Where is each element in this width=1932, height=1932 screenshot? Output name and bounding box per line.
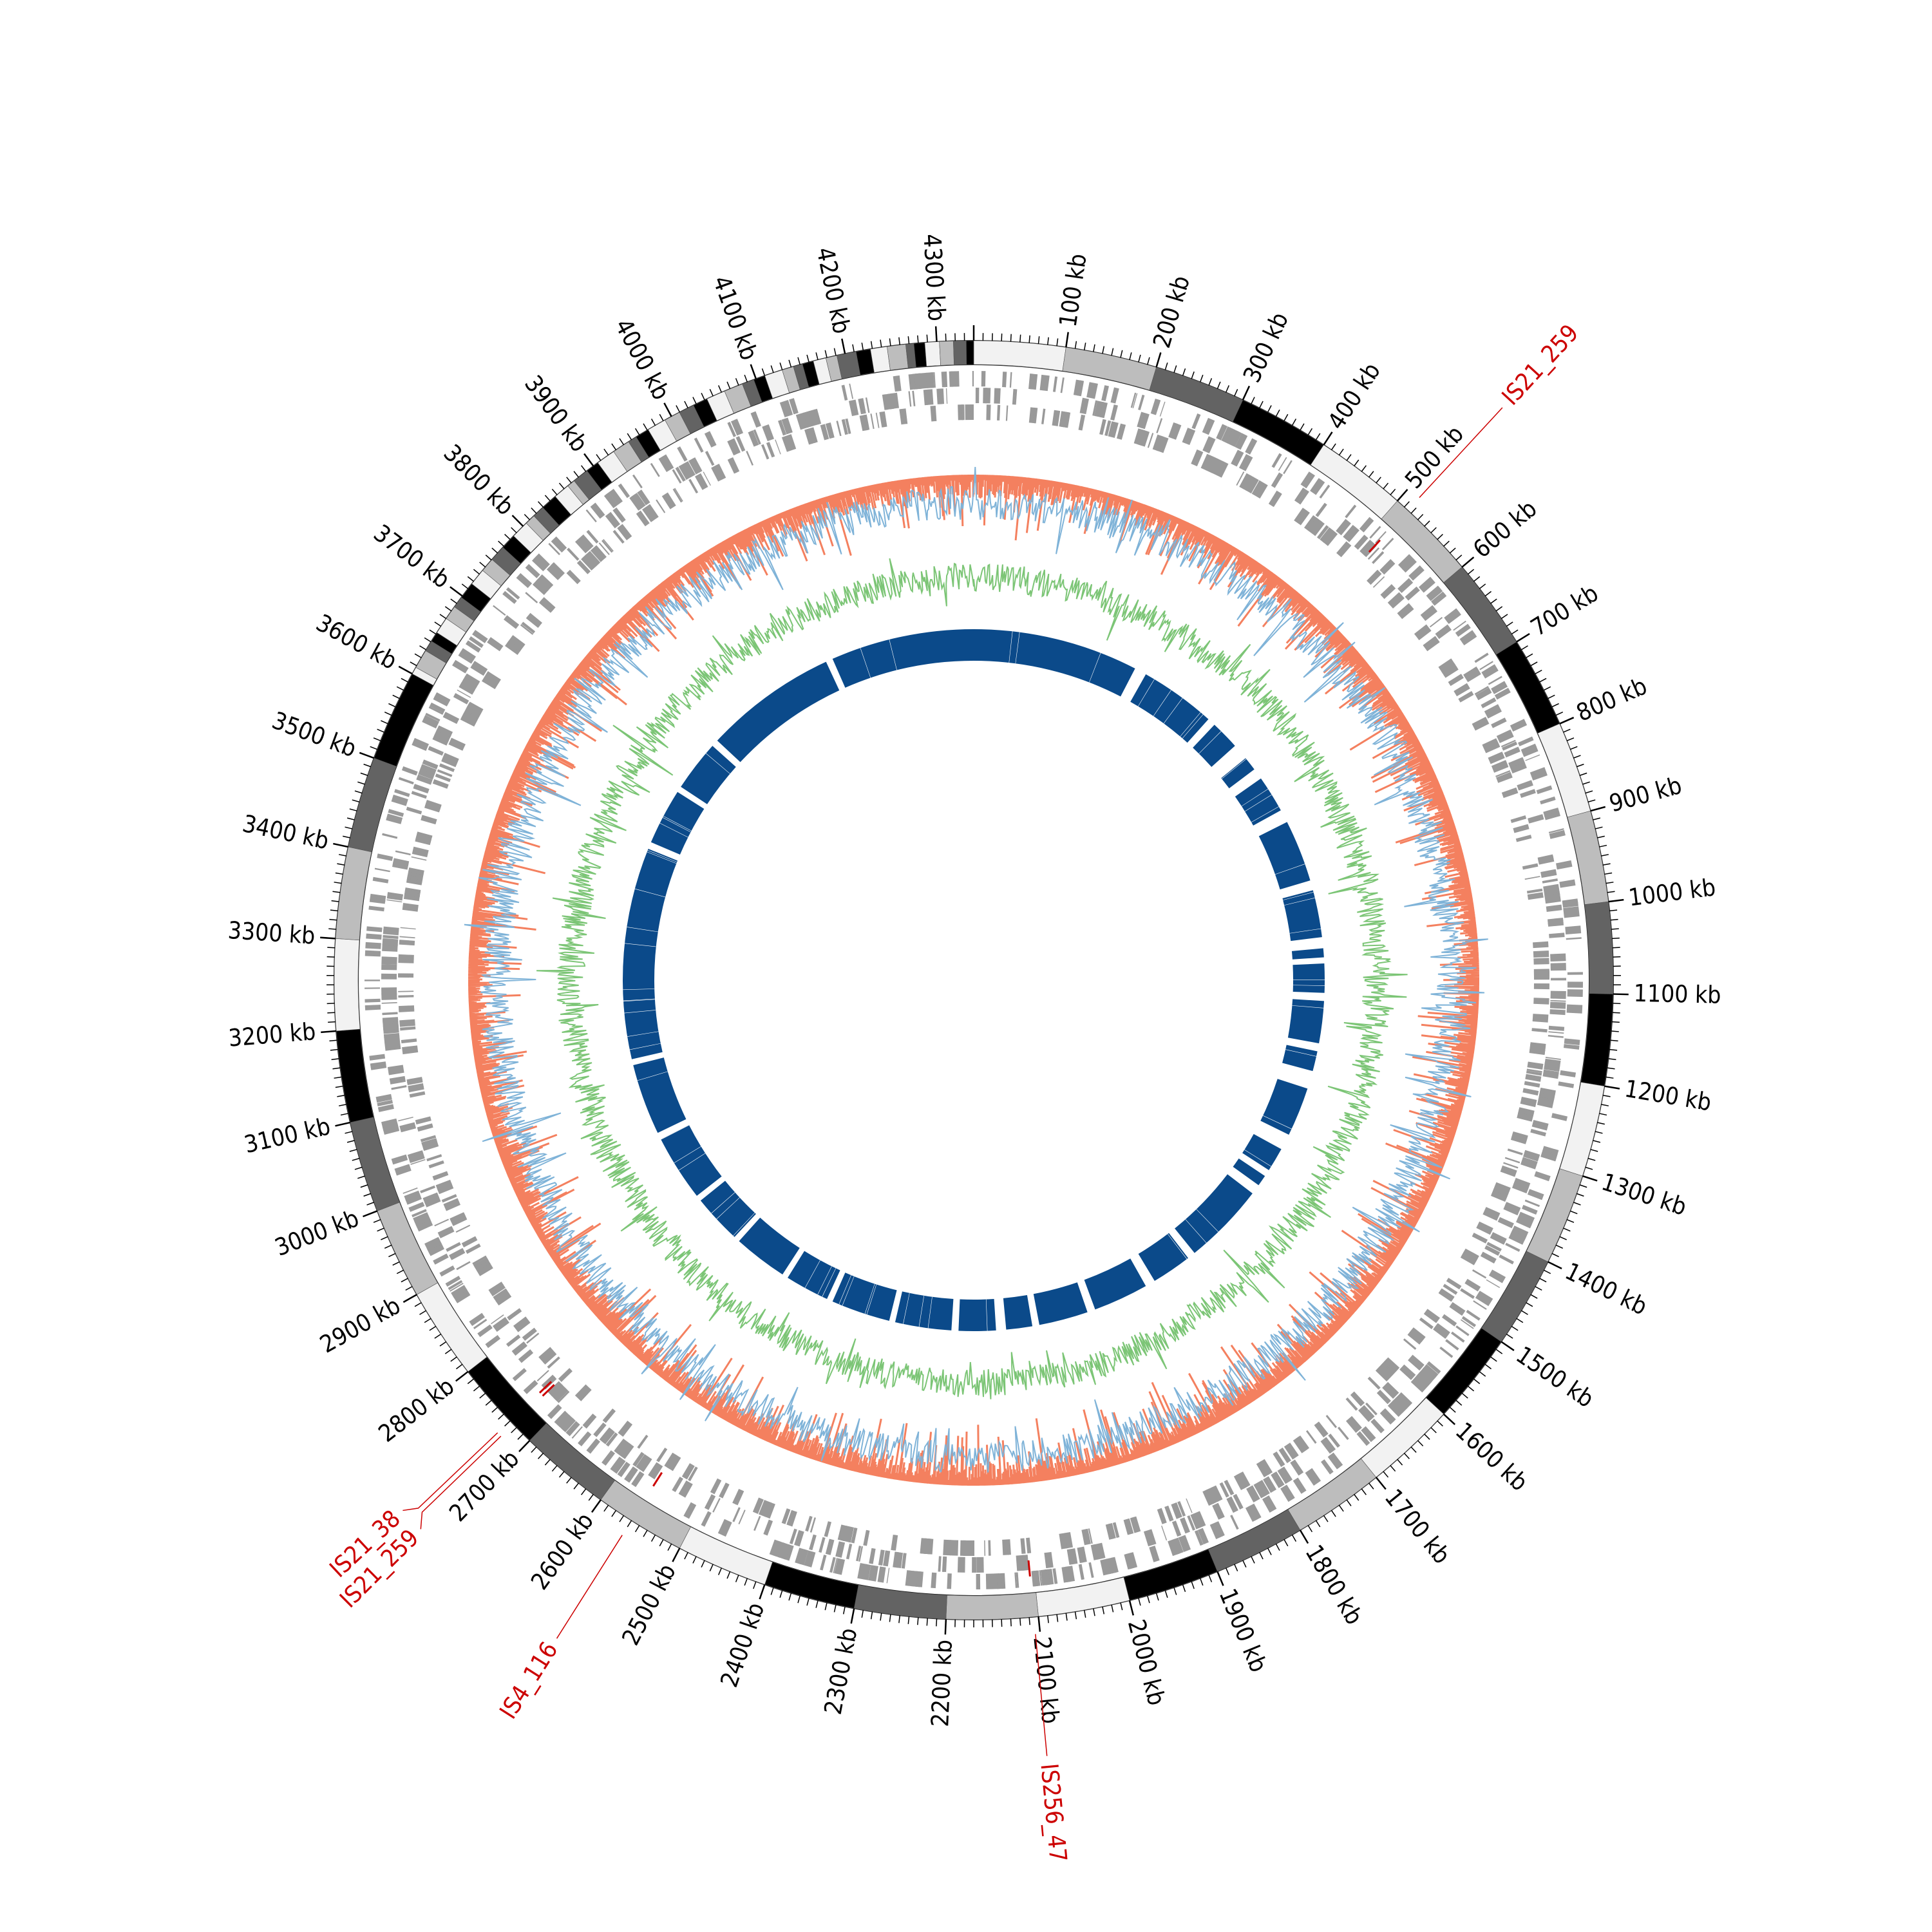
tick-label: 100 kb	[1054, 252, 1092, 329]
tick-label: 3000 kb	[271, 1204, 363, 1262]
ideogram-band	[1149, 366, 1244, 422]
feature-track	[365, 371, 1583, 1589]
tick-label: 2900 kb	[316, 1291, 405, 1358]
tick-label: 800 kb	[1573, 672, 1651, 727]
tick-label: 400 kb	[1322, 357, 1386, 434]
tick-label: 3400 kb	[240, 810, 332, 855]
ideogram-ring	[334, 340, 1614, 1620]
tick-label: 1500 kb	[1511, 1341, 1598, 1413]
tick-label: 4000 kb	[609, 314, 675, 404]
tick-label: 600 kb	[1468, 495, 1542, 564]
tick-marks	[320, 325, 1629, 1635]
tick-label: 2400 kb	[715, 1599, 770, 1690]
tick-label: 3800 kb	[438, 439, 519, 521]
green-line-track	[536, 558, 1408, 1399]
tick-label: 1000 kb	[1627, 873, 1717, 911]
tick-label: 4200 kb	[811, 245, 855, 336]
is-element-label: IS256_47	[1035, 1762, 1072, 1863]
ideogram-band	[468, 1356, 547, 1441]
blue-line-track	[464, 466, 1488, 1473]
tick-label: 3600 kb	[312, 609, 402, 675]
tick-label: 3500 kb	[269, 706, 360, 762]
tick-label: 4300 kb	[918, 233, 951, 322]
tick-label: 500 kb	[1399, 421, 1469, 494]
ideogram-band	[348, 757, 397, 853]
ideogram-band	[1123, 1549, 1218, 1601]
ideogram-band	[336, 1028, 374, 1123]
tick-label: 1900 kb	[1214, 1585, 1273, 1676]
tick-label: 4100 kb	[707, 272, 763, 364]
ideogram-band	[966, 340, 974, 365]
tick-label: 1100 kb	[1633, 980, 1721, 1009]
tick-label: 2300 kb	[819, 1626, 863, 1717]
tick-label: 1600 kb	[1450, 1417, 1533, 1497]
tick-label: 2700 kb	[444, 1444, 524, 1527]
tick-label: 2800 kb	[374, 1372, 460, 1448]
tick-label: 3700 kb	[368, 519, 455, 594]
tick-label: 3200 kb	[227, 1018, 317, 1052]
ideogram-band	[953, 340, 967, 365]
tick-label: 2100 kb	[1028, 1635, 1065, 1725]
is-element-label: IS4_116	[494, 1637, 563, 1724]
tick-label: 1700 kb	[1379, 1484, 1456, 1569]
ideogram-band	[924, 341, 941, 367]
tick-label: 1300 kb	[1598, 1168, 1690, 1221]
tick-label: 2200 kb	[926, 1639, 958, 1727]
dark-blue-blocks-track	[622, 629, 1325, 1331]
tick-label: 2500 kb	[616, 1559, 681, 1649]
tick-label: 2600 kb	[526, 1508, 599, 1595]
ideogram-band	[335, 846, 372, 941]
tick-label: 700 kb	[1526, 579, 1603, 641]
is-element-label: IS21_259	[1497, 319, 1584, 411]
tick-label: 3100 kb	[242, 1112, 333, 1159]
salmon-histogram-track	[468, 474, 1480, 1486]
ideogram-band	[1567, 810, 1609, 905]
tick-label: 3900 kb	[519, 370, 593, 457]
tick-label: 200 kb	[1148, 272, 1195, 351]
ideogram-band	[764, 1562, 859, 1609]
ideogram-band	[939, 341, 954, 366]
ideogram-band	[853, 1584, 947, 1620]
tick-label: 1200 kb	[1623, 1075, 1714, 1117]
tick-label: 3300 kb	[227, 916, 316, 950]
tick-label: 300 kb	[1238, 308, 1294, 386]
ideogram-band	[600, 1480, 691, 1549]
tick-label: 900 kb	[1606, 772, 1685, 818]
tick-label: 2000 kb	[1122, 1616, 1171, 1708]
ideogram-band	[529, 1423, 615, 1501]
tick-label: 1800 kb	[1300, 1540, 1368, 1629]
ideogram-band	[945, 1592, 1039, 1620]
ideogram-band	[887, 344, 909, 371]
ideogram-band	[913, 342, 927, 368]
ideogram-band	[1559, 1082, 1605, 1177]
tick-label: 1400 kb	[1561, 1257, 1652, 1320]
ideogram-band	[334, 938, 361, 1032]
ideogram-band	[1580, 993, 1614, 1086]
